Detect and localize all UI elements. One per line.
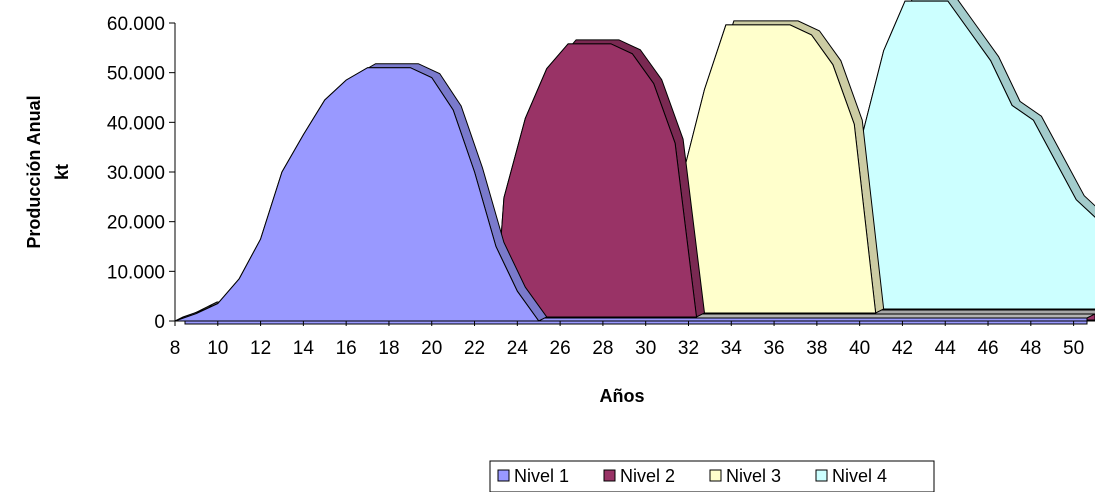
y-tick-label: 10.000 [107,262,165,283]
y-tick-label: 60.000 [107,14,165,35]
x-tick-label: 48 [1020,338,1041,359]
x-tick-group: 8 10 12 14 16 18 20 22 24 26 28 30 32 34 36 38 40 42 44 46 4… [170,321,1084,359]
x-tick-label: 38 [806,338,827,359]
x-axis-title: Años [600,386,645,406]
x-tick-label: 26 [550,338,571,359]
axes: 0 10.000 20.000 30.000 40.000 50.000 60.000 8 1… [107,14,1095,359]
x-tick-label: 36 [763,338,784,359]
legend-label-nivel-1: Nivel 1 [514,466,569,486]
area-nivel-3 [669,24,877,314]
x-tick-label: 28 [592,338,613,359]
y-axis-title-line2: kt [52,164,72,180]
area-nivel-1 [174,67,540,322]
x-tick-label: 30 [635,338,656,359]
x-tick-label: 42 [892,338,913,359]
y-tick-label: 40.000 [107,113,165,134]
x-tick-label: 50 [1063,338,1084,359]
legend-swatch-nivel-3 [709,469,722,482]
x-tick-label: 12 [250,338,271,359]
y-axis-title-line1: Producción Anual [24,95,44,248]
x-tick-label: 18 [378,338,399,359]
x-tick-label: 32 [678,338,699,359]
legend-swatch-nivel-4 [815,469,828,482]
legend-swatch-nivel-1 [497,469,510,482]
x-tick-label: 44 [935,338,957,359]
y-tick-label: 30.000 [107,163,165,184]
legend-label-nivel-4: Nivel 4 [832,466,887,486]
y-tick-label: 0 [154,312,165,333]
y-tick-group: 0 10.000 20.000 30.000 40.000 50.000 60.000 [107,14,175,333]
x-tick-label: 22 [464,338,485,359]
area-nivel-4 [846,0,1095,310]
x-tick-label: 8 [170,338,181,359]
x-tick-label: 16 [336,338,357,359]
x-tick-label: 14 [293,338,315,359]
series-areas [174,0,1095,322]
x-tick-label: 24 [507,338,529,359]
area-nivel-2 [494,43,698,318]
legend-swatch-nivel-2 [603,469,616,482]
legend: Nivel 1 Nivel 2 Nivel 3 Nivel 4 [489,460,935,492]
y-tick-label: 50.000 [107,64,165,85]
legend-label-nivel-2: Nivel 2 [620,466,675,486]
legend-label-nivel-3: Nivel 3 [726,466,781,486]
x-tick-label: 20 [421,338,442,359]
y-tick-label: 20.000 [107,213,165,234]
x-tick-label: 34 [721,338,743,359]
x-tick-label: 40 [849,338,870,359]
x-tick-label: 46 [977,338,998,359]
x-tick-label: 10 [207,338,228,359]
